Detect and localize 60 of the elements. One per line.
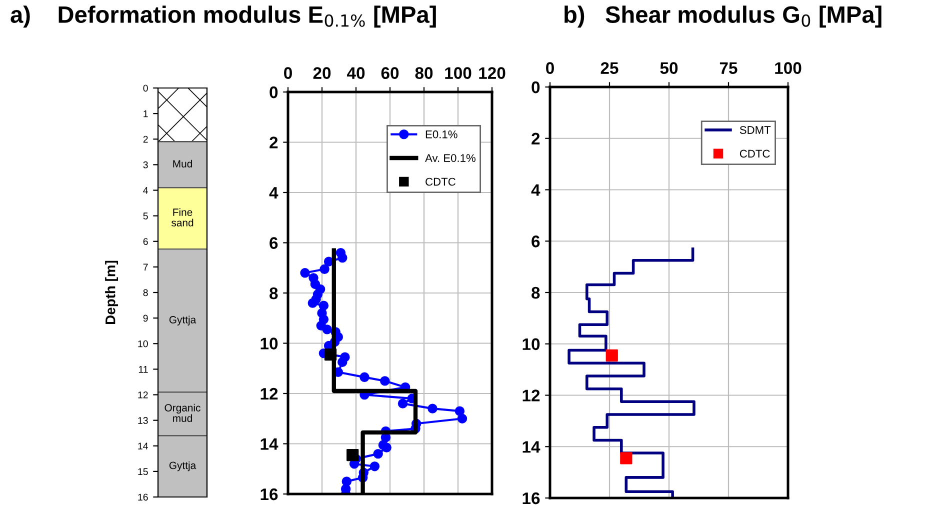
y-tick-label: 0 <box>532 81 540 94</box>
y-tick-label: 8 <box>270 287 278 300</box>
y-tick-label: 12 <box>138 391 148 398</box>
y-tick-label: 6 <box>532 236 540 248</box>
y-tick-label: 8 <box>143 289 148 296</box>
x-tick-label: 60 <box>381 67 399 79</box>
x-tick-label: 75 <box>720 62 738 74</box>
y-tick-label: 12 <box>260 388 278 400</box>
y-tick-label: 9 <box>143 314 148 322</box>
y-tick-label: 0 <box>143 84 148 92</box>
y-tick-label: 16 <box>522 492 540 504</box>
legend-label: CDTC <box>740 150 770 158</box>
legend-label: SDMT <box>740 126 771 134</box>
y-tick-label: 12 <box>522 390 540 402</box>
y-tick-label: 16 <box>138 494 148 501</box>
y-tick-label: 6 <box>270 237 278 249</box>
y-tick-label: 11 <box>138 366 148 373</box>
legend-label: Av. E0.1% <box>425 154 476 162</box>
y-tick-label: 8 <box>532 286 540 299</box>
x-tick-label: 0 <box>546 62 554 74</box>
y-tick-label: 3 <box>143 161 148 168</box>
series-label: Gyttja <box>169 461 196 472</box>
y-tick-label: 14 <box>522 441 540 453</box>
y-tick-label: 5 <box>143 212 148 220</box>
y-tick-label: 1 <box>144 110 148 118</box>
y-tick-label: 13 <box>138 417 148 424</box>
y-tick-label: 4 <box>143 187 148 194</box>
y-tick-label: 14 <box>260 438 278 450</box>
x-tick-label: 120 <box>479 67 506 79</box>
y-tick-label: 14 <box>138 442 148 450</box>
chart-title: a) Deformation modulus E$_{0.1%}$ [MPa] <box>10 6 436 28</box>
x-tick-label: 0 <box>284 67 292 79</box>
y-tick-label: 7 <box>143 264 148 270</box>
y-tick-label: 2 <box>532 132 540 144</box>
legend-label: CDTC <box>426 178 456 186</box>
y-tick-label: 2 <box>143 136 148 143</box>
x-tick-label: 40 <box>346 67 365 79</box>
y-tick-label: 10 <box>522 338 540 350</box>
x-tick-label: 50 <box>660 62 678 74</box>
y-axis-title: Depth [m] <box>105 260 118 324</box>
series-label: Organic mud <box>164 404 200 422</box>
y-tick-label: 0 <box>270 86 278 98</box>
y-tick-label: 4 <box>269 187 278 199</box>
x-tick-label: 80 <box>415 67 433 79</box>
y-tick-label: 10 <box>260 338 278 350</box>
series-label: Gyttja <box>169 316 196 326</box>
y-tick-label: 15 <box>138 468 148 476</box>
x-tick-label: 100 <box>775 62 802 74</box>
x-tick-label: 100 <box>445 67 472 79</box>
series-label: Fine sand <box>171 208 194 226</box>
y-tick-label: 6 <box>143 238 148 245</box>
x-tick-label: 20 <box>313 67 331 79</box>
series-label: Mud <box>173 160 192 168</box>
legend-label: E0.1% <box>426 130 458 138</box>
y-tick-label: 16 <box>260 488 278 500</box>
x-tick-label: 25 <box>600 62 618 74</box>
chart-title: b) Shear modulus G$_{0}$ [MPa] <box>564 6 882 28</box>
y-tick-label: 2 <box>270 136 278 148</box>
y-tick-label: 10 <box>138 340 148 348</box>
y-tick-label: 4 <box>531 184 540 196</box>
